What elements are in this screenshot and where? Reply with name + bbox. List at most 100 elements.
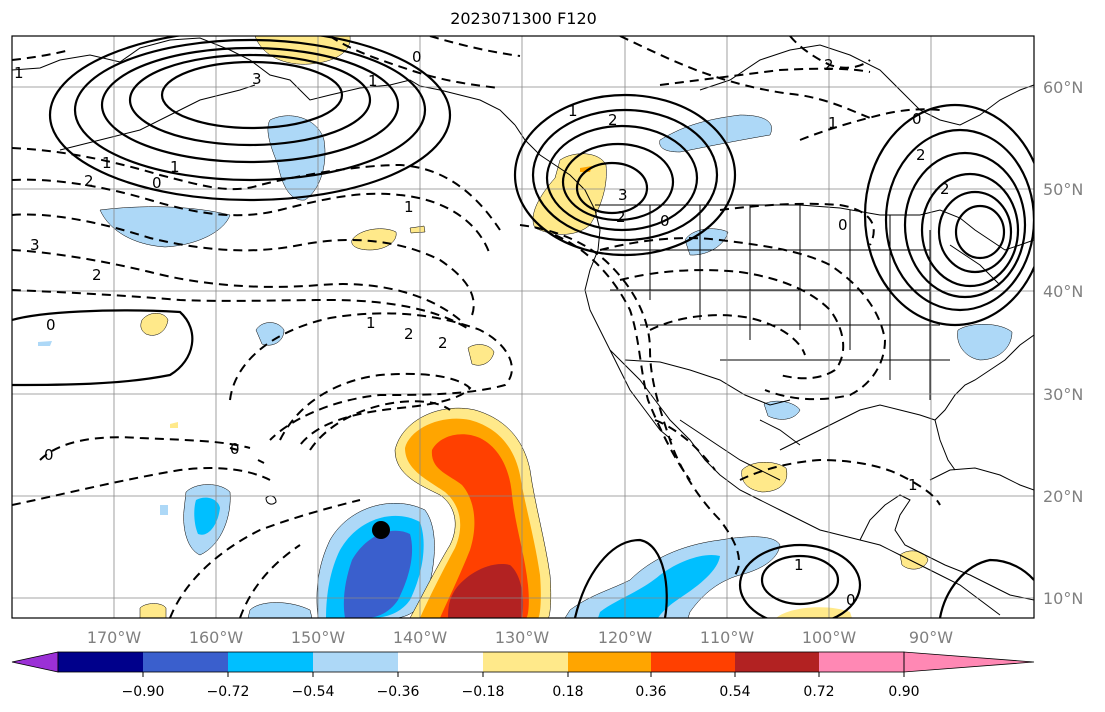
longitude-labels: 170°W 160°W 150°W 140°W 130°W 120°W 110°… [87, 628, 953, 647]
contour-label: 1 [794, 556, 804, 574]
contour-label: 2 [916, 146, 926, 164]
latitude-label: 20°N [1043, 487, 1083, 506]
colorbar-extend-low [11, 651, 59, 673]
negative-anomaly-region [598, 554, 720, 618]
longitude-label: 110°W [700, 628, 755, 647]
longitude-label: 140°W [393, 628, 448, 647]
contour-label: 2 [608, 111, 618, 129]
positive-anomaly-region [580, 166, 592, 172]
colorbar-tick-label: −0.72 [207, 684, 250, 700]
contour-label: 2 [940, 180, 950, 198]
positive-anomaly-region [776, 607, 852, 618]
colorbar-outline [57, 651, 905, 673]
contour-label: 0 [846, 591, 856, 609]
colorbar-segment [228, 652, 313, 672]
negative-anomaly-region [38, 341, 52, 346]
colorbar-tick-label: 0.54 [719, 684, 750, 700]
colorbar-tick-label: −0.54 [292, 684, 335, 700]
colorbar-segment [143, 652, 228, 672]
latitude-label: 10°N [1043, 589, 1083, 608]
contour-label: 1 [170, 158, 180, 176]
latitude-label: 40°N [1043, 282, 1083, 301]
colorbar-segment [313, 652, 398, 672]
longitude-label: 130°W [495, 628, 550, 647]
negative-anomaly-region [957, 324, 1013, 361]
contour-label: 2 [616, 208, 626, 226]
colorbar-tick-label: −0.90 [122, 684, 165, 700]
colorbar-segment [483, 652, 568, 672]
colorbar: −0.90 −0.72 −0.54 −0.36 −0.18 0.18 0.36 … [11, 651, 1035, 700]
contour-label: 0 [230, 440, 240, 458]
negative-contours [12, 36, 941, 618]
colorbar-tick-label: 0.36 [635, 684, 666, 700]
positive-anomaly-region [448, 564, 524, 618]
positive-anomaly-region [140, 313, 169, 336]
positive-anomaly-region [139, 603, 167, 618]
contour-label: 1 [368, 72, 378, 90]
positive-anomaly-region [351, 228, 397, 251]
colorbar-extend-high [903, 651, 1035, 673]
longitude-label: 160°W [189, 628, 244, 647]
contour-label: 3 [252, 70, 262, 88]
positive-anomaly-region [741, 462, 788, 493]
colorbar-segment [819, 652, 904, 672]
negative-anomaly-region [160, 505, 168, 515]
map-title: 2023071300 F120 [450, 9, 597, 28]
storm-position-marker [372, 521, 390, 539]
colorbar-tick-label: −0.36 [377, 684, 420, 700]
contour-label: 0 [46, 316, 56, 334]
colorbar-tick-label: 0.72 [803, 684, 834, 700]
longitude-label: 170°W [87, 628, 142, 647]
latitude-labels: 60°N 50°N 40°N 30°N 20°N 10°N [1043, 78, 1083, 608]
contour-label: 1 [366, 314, 376, 332]
colorbar-tick-label: −0.18 [462, 684, 505, 700]
contour-label: 0 [152, 174, 162, 192]
longitude-label: 150°W [291, 628, 346, 647]
longitude-label: 120°W [598, 628, 653, 647]
positive-anomaly-region [170, 422, 178, 428]
contour-label: 1 [828, 114, 838, 132]
contour-label: 0 [838, 216, 848, 234]
contour-label: 2 [438, 334, 448, 352]
latitude-label: 60°N [1043, 78, 1083, 97]
contour-label: 1 [568, 102, 578, 120]
contour-label: 2 [84, 172, 94, 190]
contour-label: 0 [660, 212, 670, 230]
colorbar-tick-label: 0.18 [552, 684, 583, 700]
map-frame [11, 35, 1035, 619]
negative-anomaly-region [194, 497, 220, 535]
negative-anomaly-region [255, 322, 285, 346]
negative-anomaly-region [99, 206, 231, 248]
positive-anomaly-region [899, 550, 929, 570]
negative-anomaly-region [343, 530, 413, 618]
colorbar-segment [58, 652, 143, 672]
contour-label: 1 [102, 154, 112, 172]
longitude-label: 90°W [909, 628, 953, 647]
contour-label: 2 [404, 325, 414, 343]
contour-label: 2 [824, 56, 834, 74]
negative-anomaly-region [763, 400, 801, 420]
contour-labels: 1 3 1 1 0 1 2 3 1 2 0 2 0 2 1 2 3 2 1 0 … [14, 48, 950, 609]
contour-label: 1 [14, 64, 24, 82]
contour-label: 0 [912, 110, 922, 128]
contour-label: 1 [908, 476, 918, 494]
colorbar-segment [568, 652, 651, 672]
contour-label: 0 [412, 48, 422, 66]
colorbar-segment [398, 652, 483, 672]
colorbar-tick-label: 0.90 [888, 684, 919, 700]
negative-anomaly-region [659, 114, 772, 153]
contour-label: 2 [92, 266, 102, 284]
contour-label: 3 [618, 186, 628, 204]
gridlines [12, 36, 1034, 618]
contour-label: 3 [30, 236, 40, 254]
positive-anomaly-region [467, 344, 495, 366]
negative-anomaly-region [247, 602, 313, 618]
latitude-label: 30°N [1043, 385, 1083, 404]
latitude-label: 50°N [1043, 180, 1083, 199]
contour-label: 1 [404, 198, 414, 216]
colorbar-segment [651, 652, 735, 672]
contour-label: 0 [44, 446, 54, 464]
longitude-label: 100°W [802, 628, 857, 647]
positive-contours [12, 36, 1034, 618]
